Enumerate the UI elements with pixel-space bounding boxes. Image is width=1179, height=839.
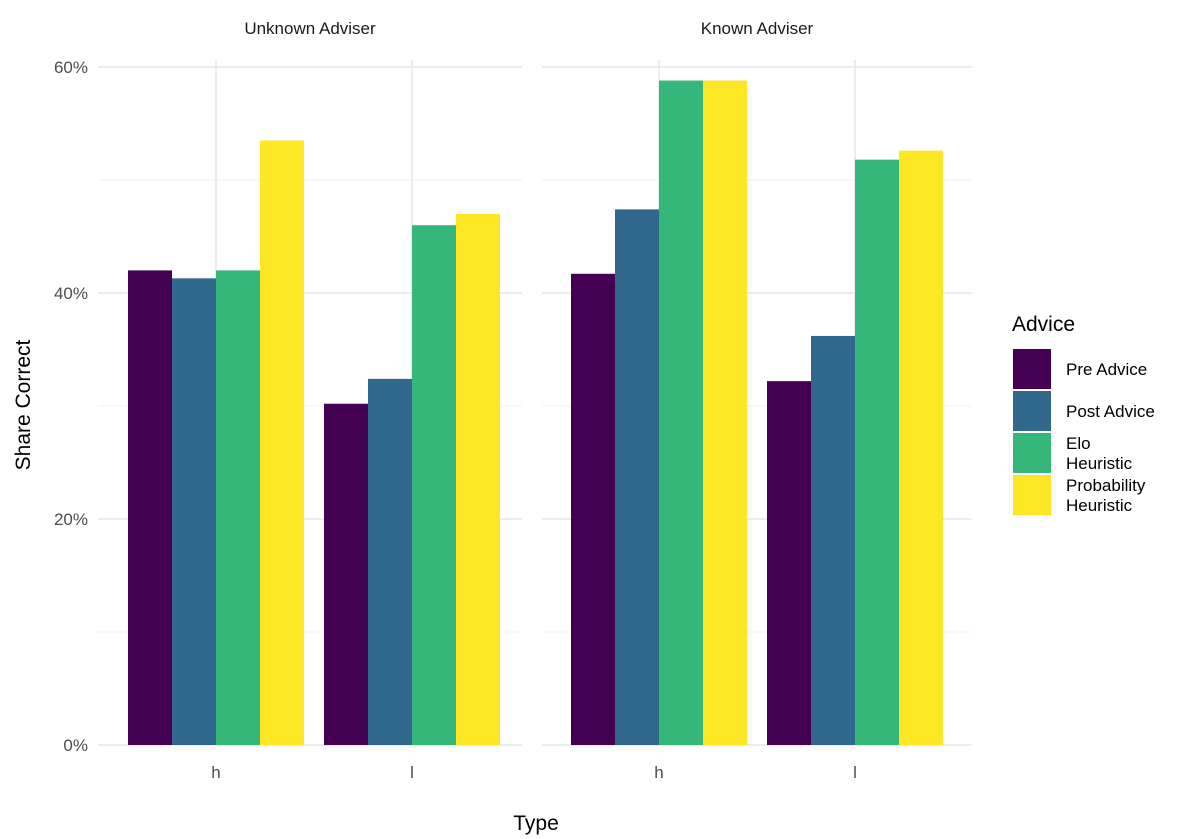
bars — [571, 80, 943, 745]
x-tick-label: h — [211, 763, 220, 782]
bar-pre-advice-h — [128, 270, 172, 745]
bar-probability-heuristic-l — [899, 150, 943, 745]
bars — [128, 140, 500, 745]
bar-elo-heuristic-h — [216, 270, 260, 745]
legend-label: Probability — [1066, 476, 1146, 495]
bar-probability-heuristic-l — [456, 213, 500, 745]
legend-label: Post Advice — [1066, 402, 1155, 421]
bar-probability-heuristic-h — [703, 80, 747, 745]
bar-elo-heuristic-h — [659, 80, 703, 745]
legend-item: Post Advice — [1013, 391, 1155, 431]
x-tick-label: l — [853, 763, 857, 782]
bar-pre-advice-l — [324, 403, 368, 745]
bar-post-advice-l — [368, 378, 412, 745]
panels: Unknown Adviser h l Known Adviser h l — [98, 19, 972, 782]
legend-key — [1013, 433, 1051, 473]
panel-1: Known Adviser h l — [542, 19, 972, 782]
bar-post-advice-h — [615, 209, 659, 745]
legend-label: Elo — [1066, 434, 1091, 453]
y-tick-label: 60% — [54, 58, 88, 77]
y-tick-label: 20% — [54, 510, 88, 529]
bar-post-advice-h — [172, 278, 216, 745]
panel-title: Unknown Adviser — [244, 19, 376, 38]
legend-label: Pre Advice — [1066, 360, 1147, 379]
legend-item: Pre Advice — [1013, 349, 1147, 389]
legend-key — [1013, 475, 1051, 515]
x-axis-title: Type — [513, 812, 559, 835]
panel-0: Unknown Adviser h l — [98, 19, 522, 782]
bar-pre-advice-l — [767, 381, 811, 745]
panel-title: Known Adviser — [701, 19, 814, 38]
legend-label: Heuristic — [1066, 454, 1133, 473]
legend-key — [1013, 391, 1051, 431]
y-tick-label: 40% — [54, 284, 88, 303]
bar-elo-heuristic-l — [855, 159, 899, 745]
x-tick-label: h — [654, 763, 663, 782]
bar-elo-heuristic-l — [412, 225, 456, 745]
bar-pre-advice-h — [571, 273, 615, 745]
x-tick-label: l — [410, 763, 414, 782]
legend-key — [1013, 349, 1051, 389]
bar-post-advice-l — [811, 335, 855, 745]
y-axis-ticks: 0% 20% 40% 60% — [54, 58, 88, 755]
legend-title: Advice — [1012, 313, 1075, 336]
bar-probability-heuristic-h — [260, 140, 304, 745]
legend-label: Heuristic — [1066, 496, 1133, 515]
y-axis-title: Share Correct — [12, 339, 35, 470]
y-tick-label: 0% — [63, 736, 88, 755]
